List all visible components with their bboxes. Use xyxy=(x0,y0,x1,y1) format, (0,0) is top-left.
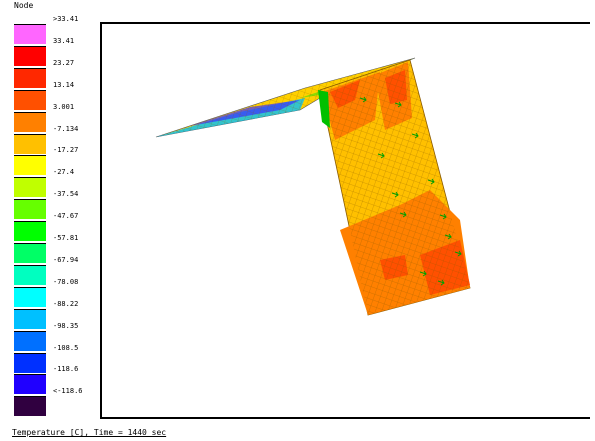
mesh-plate xyxy=(318,59,471,316)
legend-swatch xyxy=(14,133,46,154)
status-caption: Temperature [C], Time = 1440 sec xyxy=(12,428,167,437)
legend-title: Node xyxy=(14,1,34,10)
legend-swatch xyxy=(14,177,46,198)
legend-swatch xyxy=(14,45,46,66)
legend-label: -27.4 xyxy=(53,168,75,177)
legend-label: <-118.6 xyxy=(53,387,83,396)
legend-label: -108.5 xyxy=(53,343,79,352)
legend-swatch xyxy=(14,111,46,132)
legend-swatch xyxy=(14,243,46,263)
legend-swatch xyxy=(14,199,46,220)
legend-swatch xyxy=(14,67,46,88)
legend-swatch xyxy=(14,286,46,307)
vector-arrows xyxy=(359,96,462,286)
legend-label: 23.27 xyxy=(53,58,75,67)
legend-label: -98.35 xyxy=(53,321,79,330)
legend-swatch xyxy=(14,24,46,44)
legend-label: 3.001 xyxy=(53,102,75,111)
legend-label: -47.67 xyxy=(53,212,79,221)
legend-label: -67.94 xyxy=(53,255,79,264)
legend-label: -88.22 xyxy=(53,299,79,308)
legend-swatch xyxy=(14,352,46,373)
legend-swatch xyxy=(14,308,46,329)
legend-swatch xyxy=(14,89,46,110)
legend-swatch xyxy=(14,155,46,176)
legend-label: >33.41 xyxy=(53,15,79,23)
legend-label: 33.41 xyxy=(53,36,75,45)
legend-label: 13.14 xyxy=(53,80,75,89)
legend-label: -118.6 xyxy=(53,365,79,374)
legend-swatch xyxy=(14,221,46,242)
legend-label: -57.81 xyxy=(53,234,79,242)
model-viewport[interactable] xyxy=(100,22,590,419)
legend-swatch xyxy=(14,330,46,351)
legend-label: -37.54 xyxy=(53,190,79,199)
legend-label: -17.27 xyxy=(53,146,79,155)
color-legend: Node >33.41 33.41 23.27 13.14 3.001 -7.134 -17… xyxy=(0,0,100,425)
legend-swatch xyxy=(14,374,46,395)
legend-label: -7.134 xyxy=(53,124,79,133)
legend-swatch xyxy=(14,264,46,285)
legend-swatch xyxy=(14,396,46,417)
legend-label: -78.08 xyxy=(53,277,79,286)
